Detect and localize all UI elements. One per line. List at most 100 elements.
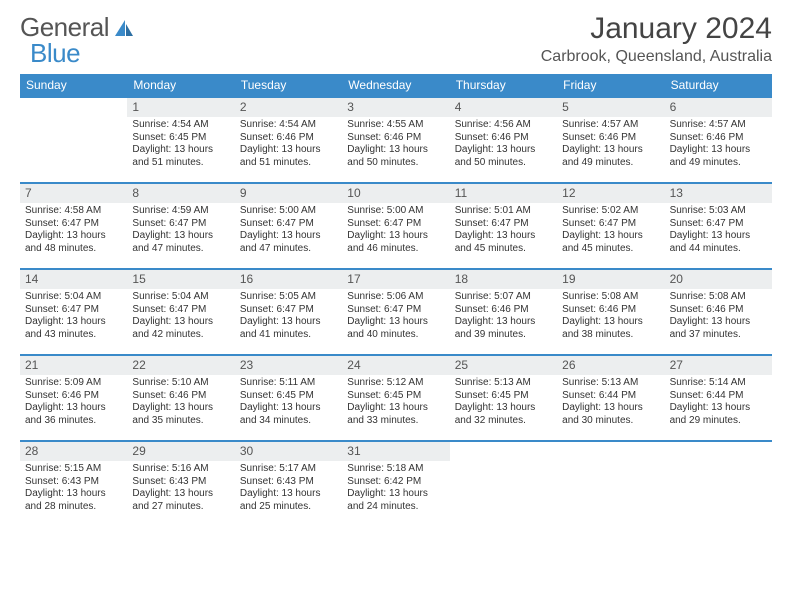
sunrise: Sunrise: 4:57 AM [670, 119, 767, 132]
day-number: 22 [127, 356, 234, 375]
day-info: Sunrise: 4:56 AMSunset: 6:46 PMDaylight:… [450, 117, 557, 173]
sunrise: Sunrise: 4:54 AM [132, 119, 229, 132]
daylight-line1: Daylight: 13 hours [25, 402, 122, 415]
sunset: Sunset: 6:47 PM [562, 218, 659, 231]
sunrise: Sunrise: 5:00 AM [240, 205, 337, 218]
sunrise: Sunrise: 5:17 AM [240, 463, 337, 476]
daylight-line1: Daylight: 13 hours [132, 144, 229, 157]
day-info: Sunrise: 5:12 AMSunset: 6:45 PMDaylight:… [342, 375, 449, 431]
daylight-line1: Daylight: 13 hours [347, 230, 444, 243]
header: General January 2024 Carbrook, Queenslan… [20, 12, 772, 66]
sunrise: Sunrise: 4:58 AM [25, 205, 122, 218]
day-number: 2 [235, 98, 342, 117]
blank-cell: . [20, 96, 127, 182]
day-number: 11 [450, 184, 557, 203]
daylight-line1: Daylight: 13 hours [347, 402, 444, 415]
day-cell: 30Sunrise: 5:17 AMSunset: 6:43 PMDayligh… [235, 440, 342, 526]
daylight-line2: and 25 minutes. [240, 501, 337, 514]
sunset: Sunset: 6:47 PM [670, 218, 767, 231]
sunset: Sunset: 6:46 PM [347, 132, 444, 145]
daylight-line2: and 40 minutes. [347, 329, 444, 342]
logo-text-b: Blue [30, 38, 80, 69]
day-info: Sunrise: 5:04 AMSunset: 6:47 PMDaylight:… [20, 289, 127, 345]
day-info: Sunrise: 4:55 AMSunset: 6:46 PMDaylight:… [342, 117, 449, 173]
day-info: Sunrise: 4:57 AMSunset: 6:46 PMDaylight:… [665, 117, 772, 173]
sunset: Sunset: 6:43 PM [240, 476, 337, 489]
sunrise: Sunrise: 4:57 AM [562, 119, 659, 132]
sunrise: Sunrise: 5:11 AM [240, 377, 337, 390]
day-number: 16 [235, 270, 342, 289]
sunset: Sunset: 6:46 PM [455, 304, 552, 317]
weekday-header: Tuesday [235, 74, 342, 96]
day-number: 19 [557, 270, 664, 289]
weekday-header: Wednesday [342, 74, 449, 96]
sunrise: Sunrise: 5:04 AM [132, 291, 229, 304]
day-number: 8 [127, 184, 234, 203]
sunrise: Sunrise: 5:13 AM [562, 377, 659, 390]
daylight-line2: and 45 minutes. [455, 243, 552, 256]
sunrise: Sunrise: 5:04 AM [25, 291, 122, 304]
day-number: 31 [342, 442, 449, 461]
sunset: Sunset: 6:45 PM [240, 390, 337, 403]
day-info: Sunrise: 4:57 AMSunset: 6:46 PMDaylight:… [557, 117, 664, 173]
day-cell: 15Sunrise: 5:04 AMSunset: 6:47 PMDayligh… [127, 268, 234, 354]
day-cell: 3Sunrise: 4:55 AMSunset: 6:46 PMDaylight… [342, 96, 449, 182]
day-cell: 20Sunrise: 5:08 AMSunset: 6:46 PMDayligh… [665, 268, 772, 354]
sunset: Sunset: 6:47 PM [132, 218, 229, 231]
day-info: Sunrise: 5:10 AMSunset: 6:46 PMDaylight:… [127, 375, 234, 431]
day-info: Sunrise: 5:09 AMSunset: 6:46 PMDaylight:… [20, 375, 127, 431]
day-cell: 29Sunrise: 5:16 AMSunset: 6:43 PMDayligh… [127, 440, 234, 526]
sunrise: Sunrise: 5:08 AM [670, 291, 767, 304]
daylight-line1: Daylight: 13 hours [347, 488, 444, 501]
daylight-line1: Daylight: 13 hours [670, 230, 767, 243]
daylight-line2: and 45 minutes. [562, 243, 659, 256]
sunrise: Sunrise: 5:09 AM [25, 377, 122, 390]
sunrise: Sunrise: 5:16 AM [132, 463, 229, 476]
daylight-line1: Daylight: 13 hours [562, 144, 659, 157]
daylight-line1: Daylight: 13 hours [240, 230, 337, 243]
daylight-line2: and 46 minutes. [347, 243, 444, 256]
daylight-line2: and 49 minutes. [670, 157, 767, 170]
daylight-line1: Daylight: 13 hours [670, 316, 767, 329]
daylight-line2: and 42 minutes. [132, 329, 229, 342]
sail-icon [113, 18, 135, 38]
sunset: Sunset: 6:43 PM [132, 476, 229, 489]
day-number: 21 [20, 356, 127, 375]
daylight-line2: and 37 minutes. [670, 329, 767, 342]
sunset: Sunset: 6:46 PM [562, 132, 659, 145]
day-info: Sunrise: 4:58 AMSunset: 6:47 PMDaylight:… [20, 203, 127, 259]
day-cell: 7Sunrise: 4:58 AMSunset: 6:47 PMDaylight… [20, 182, 127, 268]
daylight-line2: and 28 minutes. [25, 501, 122, 514]
day-info: Sunrise: 5:15 AMSunset: 6:43 PMDaylight:… [20, 461, 127, 517]
day-cell: 5Sunrise: 4:57 AMSunset: 6:46 PMDaylight… [557, 96, 664, 182]
day-cell: 2Sunrise: 4:54 AMSunset: 6:46 PMDaylight… [235, 96, 342, 182]
day-number: 7 [20, 184, 127, 203]
daylight-line1: Daylight: 13 hours [455, 402, 552, 415]
day-cell: 11Sunrise: 5:01 AMSunset: 6:47 PMDayligh… [450, 182, 557, 268]
day-cell: 31Sunrise: 5:18 AMSunset: 6:42 PMDayligh… [342, 440, 449, 526]
day-cell: 23Sunrise: 5:11 AMSunset: 6:45 PMDayligh… [235, 354, 342, 440]
sunset: Sunset: 6:46 PM [670, 304, 767, 317]
sunset: Sunset: 6:47 PM [132, 304, 229, 317]
sunset: Sunset: 6:45 PM [455, 390, 552, 403]
day-number: 26 [557, 356, 664, 375]
daylight-line1: Daylight: 13 hours [240, 316, 337, 329]
sunrise: Sunrise: 5:12 AM [347, 377, 444, 390]
sunset: Sunset: 6:47 PM [25, 304, 122, 317]
month-title: January 2024 [541, 12, 772, 46]
day-number: 9 [235, 184, 342, 203]
day-number: 17 [342, 270, 449, 289]
day-cell: 22Sunrise: 5:10 AMSunset: 6:46 PMDayligh… [127, 354, 234, 440]
location: Carbrook, Queensland, Australia [541, 48, 772, 66]
blank-cell: . [557, 440, 664, 526]
day-number: 12 [557, 184, 664, 203]
daylight-line2: and 41 minutes. [240, 329, 337, 342]
sunrise: Sunrise: 5:13 AM [455, 377, 552, 390]
sunrise: Sunrise: 5:08 AM [562, 291, 659, 304]
sunrise: Sunrise: 5:00 AM [347, 205, 444, 218]
sunset: Sunset: 6:47 PM [25, 218, 122, 231]
sunrise: Sunrise: 5:15 AM [25, 463, 122, 476]
sunrise: Sunrise: 5:10 AM [132, 377, 229, 390]
daylight-line2: and 29 minutes. [670, 415, 767, 428]
day-info: Sunrise: 5:17 AMSunset: 6:43 PMDaylight:… [235, 461, 342, 517]
